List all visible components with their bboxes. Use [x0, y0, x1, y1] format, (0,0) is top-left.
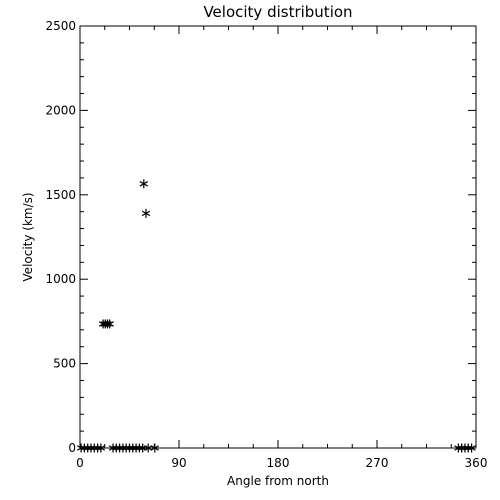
x-tick-label: 180: [267, 456, 290, 470]
data-point: [131, 443, 141, 453]
y-tick-label: 500: [53, 357, 76, 371]
data-point: [128, 443, 137, 453]
y-axis-label: Velocity (km/s): [21, 192, 35, 281]
y-tick-label: 1500: [45, 188, 76, 202]
data-point: [86, 443, 96, 453]
data-point: [135, 443, 144, 453]
data-point: [105, 319, 114, 329]
data-point: [125, 443, 134, 453]
data-point: [115, 443, 124, 453]
data-point: [80, 443, 89, 453]
chart-title: Velocity distribution: [203, 3, 352, 21]
data-point: [83, 443, 92, 453]
data-point: [144, 443, 153, 453]
data-point: [454, 443, 463, 453]
data-point: [139, 179, 148, 189]
data-point: [108, 443, 118, 453]
x-tick-label: 90: [171, 456, 186, 470]
x-tick-label: 0: [76, 456, 84, 470]
data-point: [150, 443, 159, 453]
data-point: [457, 443, 466, 453]
data-point: [118, 443, 128, 453]
data-point: [464, 443, 473, 453]
data-point: [467, 443, 476, 453]
data-points: [76, 179, 476, 453]
y-tick-label: 2000: [45, 103, 76, 117]
data-point: [90, 443, 99, 453]
data-point: [93, 443, 102, 453]
data-point: [96, 443, 106, 453]
y-tick-label: 1000: [45, 272, 76, 286]
data-point: [460, 443, 470, 453]
x-tick-label: 360: [465, 456, 488, 470]
data-point: [76, 443, 86, 453]
data-point: [112, 443, 121, 453]
data-point: [122, 443, 131, 453]
y-tick-label: 0: [68, 441, 76, 455]
tick-labels: 0 90 180 270 360 0 500 1000 1500 2000 2500: [45, 19, 487, 470]
data-point: [141, 208, 151, 218]
x-tick-label: 270: [366, 456, 389, 470]
x-axis-label: Angle from north: [227, 474, 329, 488]
axis-ticks: [79, 25, 477, 449]
y-tick-label: 2500: [45, 19, 76, 33]
plot-frame: [79, 25, 477, 449]
